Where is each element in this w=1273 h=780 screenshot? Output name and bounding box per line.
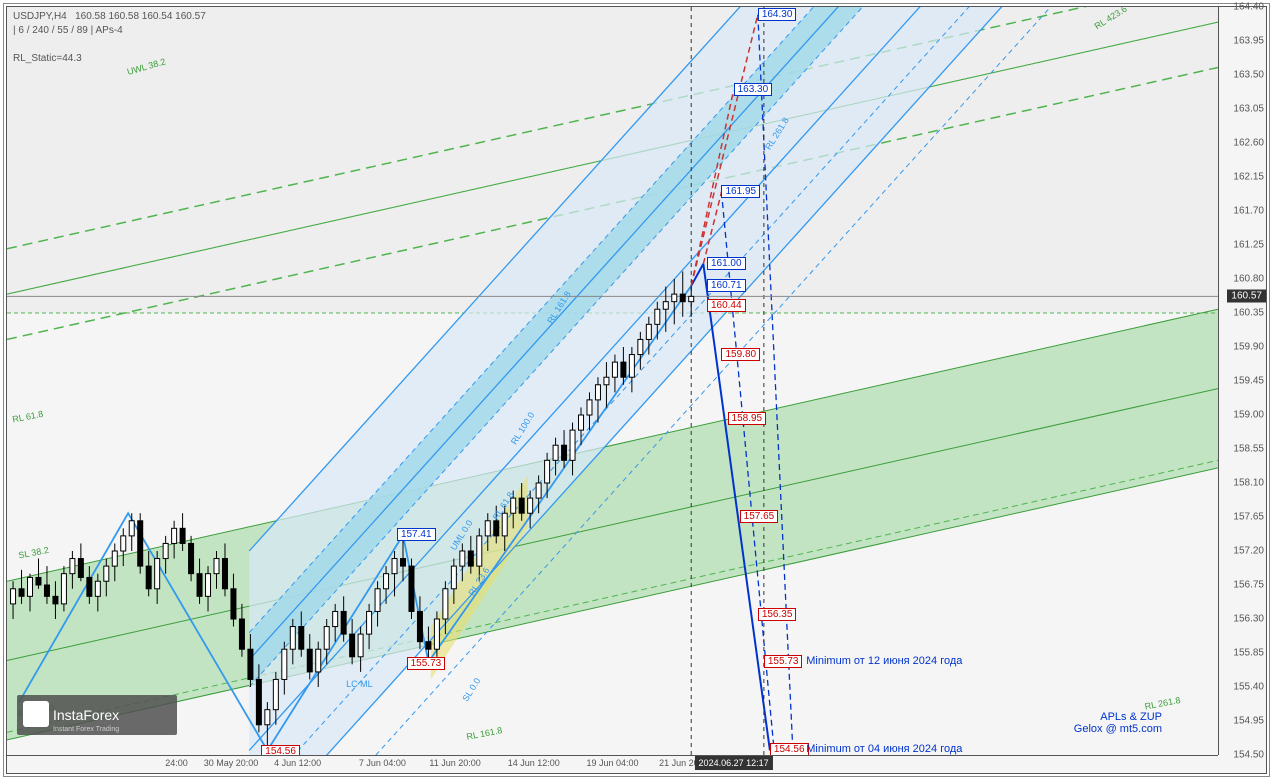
symbol-text: USDJPY,H4 (13, 11, 67, 22)
ohlc-text: 160.58 160.58 160.54 160.57 (75, 11, 206, 22)
price-label: 157.65 (740, 510, 779, 523)
y-tick: 156.75 (1233, 580, 1264, 591)
price-label: 160.71 (707, 279, 746, 292)
x-axis: 24:00 30 May 20:00 4 Jun 12:00 7 Jun 04:00 1… (7, 755, 1218, 773)
logo-text: InstaForex (53, 707, 119, 723)
logo-subtext: Instant Forex Trading (53, 726, 119, 733)
inner-frame: UWL 38.2SL 38.2RL 100.0RL 61.8RL 161.8RL… (6, 6, 1267, 774)
price-label: 156.35 (758, 608, 797, 621)
x-tick: 7 Jun 04:00 (359, 758, 406, 768)
y-tick: 155.85 (1233, 648, 1264, 659)
x-tick: 14 Jun 12:00 (508, 758, 560, 768)
logo-icon (23, 701, 49, 727)
svg-text:SL 0.0: SL 0.0 (460, 676, 482, 703)
y-tick: 157.20 (1233, 546, 1264, 557)
y-tick: 161.25 (1233, 240, 1264, 251)
price-label: 154.56 (261, 745, 300, 755)
branding: APLs & ZUP Gelox @ mt5.com (1074, 711, 1162, 735)
svg-text:RL 261.8: RL 261.8 (1144, 695, 1181, 712)
symbol-header: USDJPY,H4 160.58 160.58 160.54 160.57 (13, 11, 206, 22)
current-price-marker: 160.57 (1227, 290, 1266, 303)
y-tick: 163.05 (1233, 104, 1264, 115)
y-tick: 160.80 (1233, 274, 1264, 285)
price-label: 161.95 (721, 185, 760, 198)
y-tick: 159.90 (1233, 342, 1264, 353)
price-label: 155.73 (764, 655, 803, 668)
svg-text:RL 61.8: RL 61.8 (12, 409, 45, 425)
y-tick: 162.60 (1233, 138, 1264, 149)
y-tick: 161.70 (1233, 206, 1264, 217)
y-tick: 158.55 (1233, 444, 1264, 455)
price-label: 161.00 (707, 257, 746, 270)
y-tick: 160.35 (1233, 308, 1264, 319)
chart-area[interactable]: UWL 38.2SL 38.2RL 100.0RL 61.8RL 161.8RL… (7, 7, 1218, 755)
x-tick-current: 2024.06.27 12:17 (695, 756, 773, 770)
svg-text:RL 161.8: RL 161.8 (466, 725, 503, 742)
chart-svg: UWL 38.2SL 38.2RL 100.0RL 61.8RL 161.8RL… (7, 7, 1218, 755)
branding-line1: APLs & ZUP (1074, 711, 1162, 723)
text-annotation: Minimum от 12 июня 2024 года (806, 655, 962, 667)
x-tick: 4 Jun 12:00 (274, 758, 321, 768)
y-tick: 156.30 (1233, 614, 1264, 625)
rl-static-text: RL_Static=44.3 (13, 53, 82, 64)
branding-line2: Gelox @ mt5.com (1074, 723, 1162, 735)
price-label: 164.30 (758, 8, 797, 21)
y-tick: 155.40 (1233, 682, 1264, 693)
price-label: 159.80 (721, 348, 760, 361)
y-tick: 159.00 (1233, 410, 1264, 421)
price-label: 157.41 (397, 528, 436, 541)
price-label: 163.30 (734, 83, 773, 96)
text-annotation: Minimum от 04 июня 2024 года (806, 743, 962, 755)
y-tick: 159.45 (1233, 376, 1264, 387)
y-tick: 157.65 (1233, 512, 1264, 523)
y-tick: 163.95 (1233, 36, 1264, 47)
y-tick: 154.50 (1233, 750, 1264, 761)
y-tick: 158.10 (1233, 478, 1264, 489)
y-tick: 154.95 (1233, 716, 1264, 727)
params-text: | 6 / 240 / 55 / 89 | APs-4 (13, 25, 123, 36)
x-tick: 11 Jun 20:00 (429, 758, 480, 768)
y-axis: 164.40163.95163.50163.05162.60162.15161.… (1218, 7, 1266, 755)
price-label: 155.73 (407, 657, 446, 670)
y-tick: 164.40 (1233, 2, 1264, 13)
instaforex-logo: InstaForex Instant Forex Trading (17, 695, 177, 735)
price-label: 160.44 (707, 299, 746, 312)
y-tick: 162.15 (1233, 172, 1264, 183)
x-tick: 24:00 (165, 758, 188, 768)
x-tick: 30 May 20:00 (204, 758, 259, 768)
price-label: 154.56 (770, 743, 809, 755)
svg-text:LC ML: LC ML (346, 679, 373, 689)
price-label: 158.95 (728, 412, 767, 425)
y-tick: 163.50 (1233, 70, 1264, 81)
chart-frame: UWL 38.2SL 38.2RL 100.0RL 61.8RL 161.8RL… (3, 3, 1270, 777)
x-tick: 19 Jun 04:00 (586, 758, 638, 768)
svg-text:SL 38.2: SL 38.2 (18, 545, 50, 561)
